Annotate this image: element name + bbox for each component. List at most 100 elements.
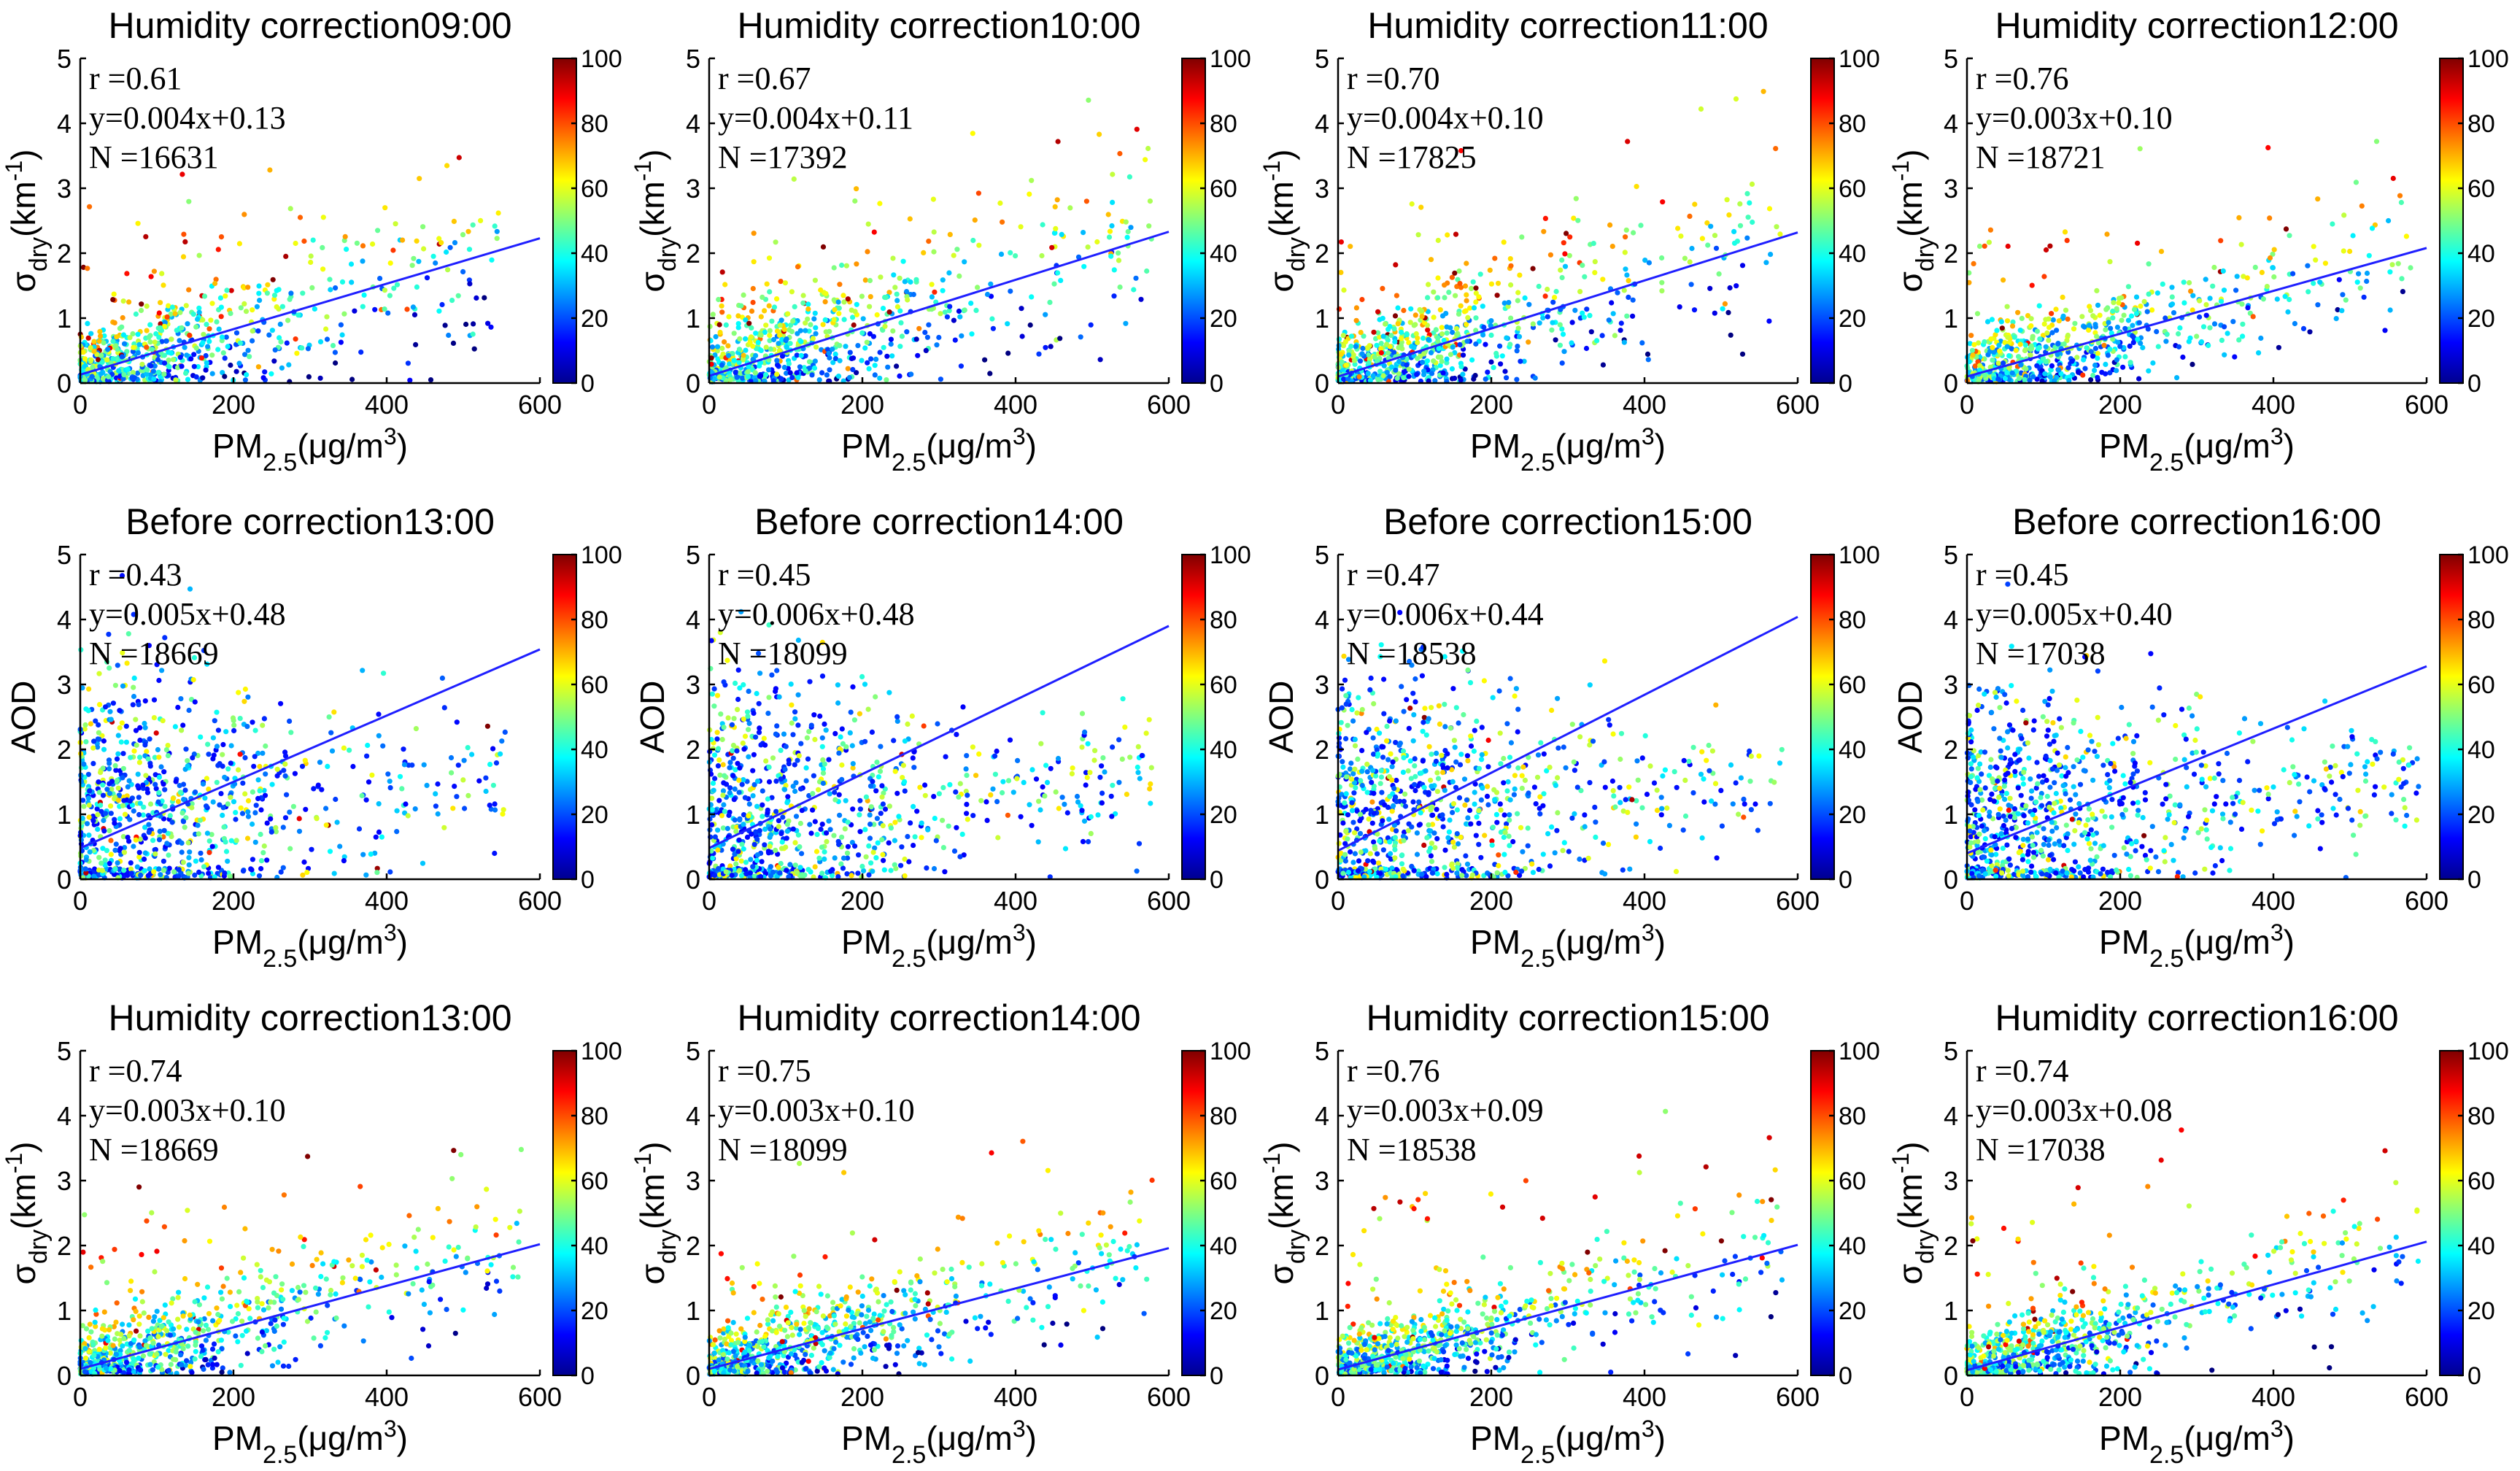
colorbar-tick-label: 80 <box>581 606 608 634</box>
scatter-point <box>844 850 851 856</box>
scatter-point <box>166 865 172 871</box>
scatter-point <box>250 821 255 827</box>
scatter-point <box>1725 309 1731 315</box>
scatter-point <box>2064 238 2070 244</box>
scatter-point <box>328 287 333 293</box>
scatter-point <box>96 779 101 785</box>
scatter-point <box>2087 308 2094 314</box>
scatter-point <box>136 341 142 347</box>
scatter-point <box>2047 374 2053 380</box>
scatter-point <box>2022 342 2028 348</box>
scatter-point <box>806 729 812 735</box>
scatter-point <box>812 358 818 364</box>
scatter-point <box>146 822 152 827</box>
scatter-point <box>2111 300 2117 306</box>
scatter-point <box>829 873 835 879</box>
scatter-point <box>178 696 184 702</box>
scatter-point <box>400 237 406 243</box>
scatter-point <box>745 368 751 374</box>
scatter-point <box>754 857 760 863</box>
scatter-point <box>127 816 133 822</box>
scatter-point <box>100 792 107 798</box>
scatter-point <box>255 328 261 334</box>
scatter-point <box>2260 296 2266 302</box>
scatter-point <box>407 377 413 383</box>
scatter-point <box>2009 370 2015 376</box>
scatter-point <box>753 352 759 358</box>
scatter-point <box>424 782 430 788</box>
scatter-point <box>936 334 942 341</box>
scatter-point <box>2397 193 2403 198</box>
scatter-point <box>822 856 827 862</box>
scatter-point <box>1659 288 1665 294</box>
scatter-point <box>2105 352 2111 358</box>
scatter-point <box>2171 310 2177 316</box>
scatter-point <box>455 762 461 768</box>
scatter-point <box>894 291 900 297</box>
scatter-point <box>786 761 792 767</box>
scatter-point <box>854 261 859 267</box>
scatter-point <box>280 825 286 830</box>
scatter-point <box>940 817 946 823</box>
scatter-point <box>1139 752 1145 759</box>
colorbar-tick-label: 20 <box>1210 305 1237 333</box>
scatter-point <box>994 748 1000 754</box>
scatter-point <box>363 797 369 803</box>
scatter-point <box>1108 793 1114 799</box>
scatter-point <box>1689 245 1695 252</box>
scatter-point <box>1617 328 1623 333</box>
scatter-point <box>405 813 411 819</box>
scatter-point <box>1630 297 1636 303</box>
scatter-point <box>2080 372 2086 378</box>
scatter-point <box>1144 268 1150 274</box>
scatter-point <box>820 757 826 762</box>
scatter-point <box>1110 744 1116 750</box>
scatter-point <box>1408 306 1414 312</box>
colorbar-tick-label: 40 <box>581 736 608 764</box>
scatter-point <box>1339 359 1345 365</box>
scatter-point <box>198 734 204 740</box>
scatter-point <box>2107 370 2113 376</box>
scatter-point <box>730 755 736 761</box>
scatter-point <box>2030 374 2036 379</box>
scatter-point <box>1062 846 1069 852</box>
scatter-point <box>1644 351 1651 357</box>
scatter-point <box>139 301 144 307</box>
scatter-point <box>2203 302 2209 308</box>
scatter-point <box>2004 318 2011 324</box>
scatter-point <box>136 854 142 860</box>
scatter-point <box>792 788 798 795</box>
scatter-point <box>461 757 467 763</box>
scatter-point <box>882 323 888 329</box>
scatter-point <box>859 358 865 363</box>
scatter-point <box>95 826 101 833</box>
y-tick-label: 2 <box>686 239 700 269</box>
scatter-point <box>2138 304 2144 309</box>
scatter-point <box>498 751 503 757</box>
scatter-point <box>2117 344 2123 350</box>
scatter-point <box>1053 225 1059 231</box>
scatter-point <box>145 873 151 879</box>
scatter-point <box>255 795 261 801</box>
scatter-point <box>743 336 749 341</box>
scatter-point <box>376 711 382 717</box>
scatter-point <box>882 806 889 812</box>
scatter-point <box>206 326 212 332</box>
scatter-point <box>360 852 366 857</box>
scatter-point <box>798 741 804 746</box>
scatter-point <box>2119 295 2125 301</box>
scatter-point <box>390 247 396 253</box>
scatter-point <box>740 375 746 381</box>
scatter-point <box>2300 325 2307 331</box>
scatter-point <box>840 293 846 298</box>
scatter-point <box>826 350 832 356</box>
scatter-point <box>805 867 811 873</box>
scatter-point <box>288 730 294 736</box>
scatter-point <box>2271 247 2277 252</box>
scatter-point <box>150 368 156 374</box>
scatter-point <box>1460 352 1466 358</box>
scatter-point <box>2169 301 2176 307</box>
scatter-point <box>886 309 892 315</box>
scatter-point <box>733 680 738 687</box>
scatter-point <box>879 794 885 800</box>
